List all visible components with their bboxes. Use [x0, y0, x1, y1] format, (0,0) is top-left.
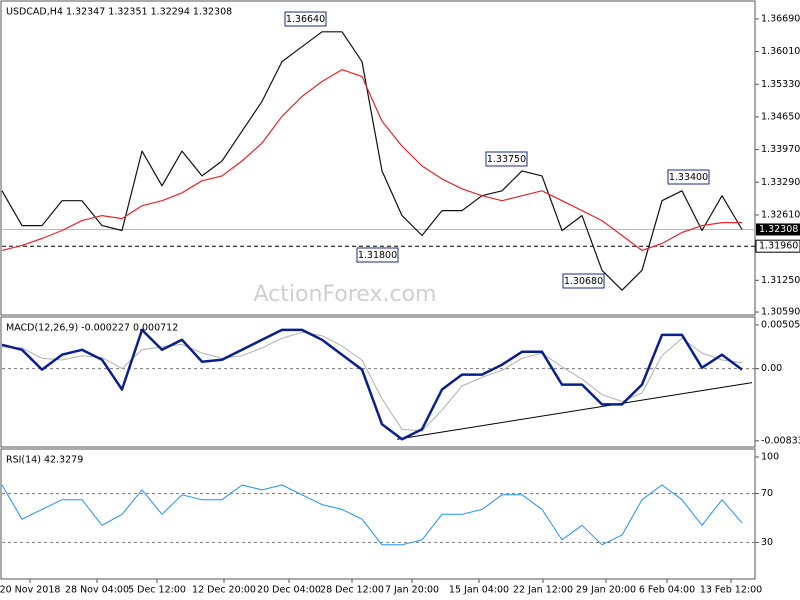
y-tick-label: 0.00: [761, 363, 782, 374]
series-line: [1, 31, 743, 291]
series-line: [1, 484, 743, 546]
y-tick-label: 1.32610: [761, 209, 800, 220]
x-tick-label: 22 Jan 12:00: [513, 585, 573, 596]
panel-title: MACD(12,26,9) -0.000227 0.000712: [6, 323, 178, 334]
y-tick-label: 1.33970: [761, 144, 800, 155]
series-line: [1, 328, 743, 441]
annotation-box: [667, 169, 710, 185]
annotation-box: [485, 151, 528, 167]
annotation-label: 1.33400: [669, 172, 708, 183]
panel-frame: [0, 316, 756, 448]
y-tick-label: 0.00505: [761, 319, 800, 330]
x-tick-label: 7 Jan 20:00: [385, 585, 439, 596]
x-tick-label: 6 Feb 04:00: [639, 585, 695, 596]
y-tick-label: 100: [761, 451, 779, 462]
x-tick-label: 5 Dec 12:00: [128, 585, 186, 596]
y-tick-label: 1.36010: [761, 46, 800, 57]
y-tick-label: 1.35330: [761, 79, 800, 90]
panel-frame: [0, 0, 756, 316]
trendline: [396, 382, 753, 440]
annotation-box: [356, 247, 399, 263]
watermark: ActionForex.com: [254, 282, 437, 307]
y-tick-label: -0.008332: [761, 435, 800, 446]
x-tick-label: 28 Nov 04:00: [65, 585, 129, 596]
x-tick-label: 15 Jan 04:00: [449, 585, 509, 596]
y-tick-label: 1.31250: [761, 275, 800, 286]
annotation-box: [284, 11, 327, 27]
last-price-label: 1.32308: [759, 224, 798, 235]
annotation-label: 1.31800: [358, 250, 397, 261]
y-tick-label: 30: [761, 537, 773, 548]
last-price-box: [756, 223, 800, 236]
support-label-box: [755, 239, 800, 253]
x-tick-label: 20 Dec 04:00: [257, 585, 321, 596]
x-tick-label: 29 Jan 20:00: [576, 585, 636, 596]
y-tick-label: 1.36690: [761, 13, 800, 24]
x-tick-label: 12 Dec 20:00: [192, 585, 256, 596]
series-line: [1, 331, 743, 432]
annotation-label: 1.36640: [286, 14, 325, 25]
y-tick-label: 70: [761, 488, 773, 499]
y-tick-label: 1.34650: [761, 111, 800, 122]
panel-title: USDCAD,H4 1.32347 1.32351 1.32294 1.3230…: [6, 7, 232, 18]
panel-frame: [0, 448, 756, 580]
panel-title: RSI(14) 42.3279: [6, 455, 83, 466]
y-tick-label: 1.30590: [761, 307, 800, 318]
annotation-label: 1.30680: [564, 276, 603, 287]
x-tick-label: 13 Feb 12:00: [700, 585, 762, 596]
x-tick-label: 28 Dec 12:00: [320, 585, 384, 596]
series-line: [1, 69, 742, 251]
annotation-box: [562, 273, 605, 289]
annotation-label: 1.33750: [487, 154, 526, 165]
support-label: 1.31960: [759, 241, 798, 252]
x-tick-label: 20 Nov 2018: [0, 585, 60, 596]
y-tick-label: 1.33290: [761, 177, 800, 188]
